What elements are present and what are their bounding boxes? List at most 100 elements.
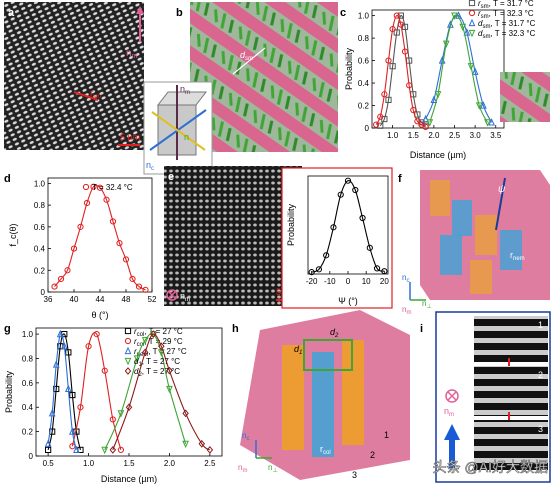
y-tick-label: 0.4 bbox=[34, 245, 46, 254]
f-nm-label: nm bbox=[402, 305, 411, 316]
data-point bbox=[109, 218, 117, 225]
f-nperp-label: n⊥ bbox=[422, 299, 432, 310]
n-m-arrow-head bbox=[136, 6, 144, 14]
series-line bbox=[104, 333, 187, 451]
panel-b-axes-inset: nm nc n bbox=[143, 81, 213, 175]
legend-entry: rnem, T = 27 °C bbox=[134, 347, 187, 358]
x-tick-label: 0 bbox=[346, 277, 351, 286]
data-point bbox=[117, 410, 125, 418]
data-point bbox=[393, 12, 400, 19]
y-tick-label: 0.4 bbox=[358, 79, 370, 88]
x-tick-label: 1.0 bbox=[83, 459, 95, 468]
data-point bbox=[69, 391, 76, 399]
y-tick-label: 0.6 bbox=[22, 379, 34, 388]
data-point bbox=[48, 409, 56, 417]
data-point bbox=[479, 101, 487, 109]
chart-e: -20 -10 0 10 20 Ψ (°) Probability bbox=[286, 175, 389, 306]
legend-entry: rcol, T = 29 °C bbox=[134, 337, 183, 348]
data-point bbox=[44, 439, 52, 447]
into-page-icon-i-x2 bbox=[447, 391, 457, 401]
legend-marker bbox=[124, 346, 132, 355]
data-point bbox=[117, 446, 125, 454]
data-point bbox=[101, 367, 108, 374]
data-point bbox=[426, 119, 434, 127]
h-nc-label: nc bbox=[242, 431, 249, 442]
data-point bbox=[65, 349, 72, 356]
psi-director bbox=[495, 177, 506, 231]
series-line bbox=[425, 14, 493, 123]
into-page-icon-i bbox=[445, 389, 459, 403]
data-point bbox=[352, 186, 359, 194]
data-point bbox=[206, 446, 214, 454]
h-num-1: 1 bbox=[384, 430, 389, 440]
x-tick-label: 1.5 bbox=[123, 459, 135, 468]
y-axis-label: Probability bbox=[344, 47, 354, 90]
panel-e-nm-label: nm bbox=[180, 291, 190, 303]
data-point bbox=[64, 384, 72, 393]
legend-marker bbox=[468, 9, 476, 17]
data-point bbox=[116, 240, 123, 247]
y-tick-label: 0.8 bbox=[34, 201, 46, 210]
data-point bbox=[96, 184, 104, 191]
plot-frame bbox=[47, 177, 153, 293]
data-point bbox=[467, 63, 475, 71]
x-tick-label: 2.0 bbox=[428, 131, 440, 140]
plot-frame bbox=[371, 9, 505, 129]
legend-marker bbox=[468, 29, 476, 38]
data-point bbox=[381, 268, 388, 275]
series-line bbox=[47, 333, 82, 451]
data-point bbox=[414, 118, 421, 125]
h-nperp-label: n⊥ bbox=[268, 463, 278, 474]
data-point bbox=[83, 199, 91, 207]
data-point bbox=[166, 385, 173, 394]
inset-nm-label: nm bbox=[180, 84, 190, 96]
panel-a-micrograph bbox=[4, 2, 144, 150]
unit-cell-outline bbox=[303, 339, 353, 371]
data-point bbox=[51, 283, 58, 290]
data-point bbox=[198, 439, 206, 448]
panel-a-scale-label: 5 µm bbox=[120, 132, 140, 142]
y-tick-label: 0.4 bbox=[22, 403, 34, 412]
data-point bbox=[64, 267, 71, 274]
y-tick-label: 0.2 bbox=[34, 266, 46, 275]
series-line bbox=[112, 333, 211, 451]
chart-c: 1.0 1.5 2.0 2.5 3.0 3.5 0 0.2 0.4 0.6 0.8 1.0 Distan… bbox=[344, 0, 536, 160]
mesogen-stack-6 bbox=[470, 260, 492, 294]
panel-c-inset-image bbox=[500, 72, 550, 122]
f-nc-label: nc bbox=[402, 273, 409, 284]
y-tick-label: 0 bbox=[41, 288, 46, 297]
panel-e-micrograph bbox=[164, 166, 302, 306]
frame-1-number: 1 bbox=[538, 320, 543, 330]
panel-g: g 0.5 1.0 1.5 2.0 2.5 0 0.2 0.4 0.6 0.8 1.0 Distanc… bbox=[4, 323, 223, 484]
r-sm-marker bbox=[73, 91, 99, 101]
panel-f-r-label: rnem bbox=[510, 250, 525, 262]
y-axis-label: Probability bbox=[4, 370, 14, 413]
legend-marker bbox=[124, 337, 132, 345]
x-tick-label: 2.0 bbox=[164, 459, 176, 468]
legend-marker bbox=[124, 357, 132, 366]
x-tick-label: 1.0 bbox=[387, 131, 399, 140]
panel-d: d 36 40 44 48 52 0 0.2 0.4 0.6 0.8 1.0 θ (°) f_c(θ) T… bbox=[4, 173, 157, 320]
x-tick-label: 2.5 bbox=[204, 459, 216, 468]
chart-g: 0.5 1.0 1.5 2.0 2.5 0 0.2 0.4 0.6 0.8 1.0 Distance … bbox=[4, 327, 223, 484]
data-point bbox=[366, 244, 373, 251]
data-point bbox=[459, 23, 467, 32]
mesogen-stack-2 bbox=[452, 200, 472, 236]
data-point bbox=[410, 106, 417, 114]
y-tick-label: 0.8 bbox=[22, 354, 34, 363]
x-tick-label: 48 bbox=[122, 295, 131, 304]
panel-g-label: g bbox=[4, 323, 11, 335]
x-axis-label: Distance (µm) bbox=[101, 474, 157, 484]
legend-entry: dsm, T = 31.7 °C bbox=[478, 19, 536, 30]
x-tick-label: 10 bbox=[362, 277, 371, 286]
y-tick-label: 1.0 bbox=[34, 179, 46, 188]
panel-b-label: b bbox=[176, 7, 183, 19]
data-point bbox=[422, 123, 429, 130]
data-point bbox=[166, 366, 173, 375]
data-point bbox=[442, 40, 450, 49]
data-point bbox=[377, 113, 384, 120]
mesogen-stack-4 bbox=[500, 230, 522, 270]
panel-a-label: a bbox=[8, 7, 15, 19]
panel-c-label: c bbox=[340, 7, 346, 19]
